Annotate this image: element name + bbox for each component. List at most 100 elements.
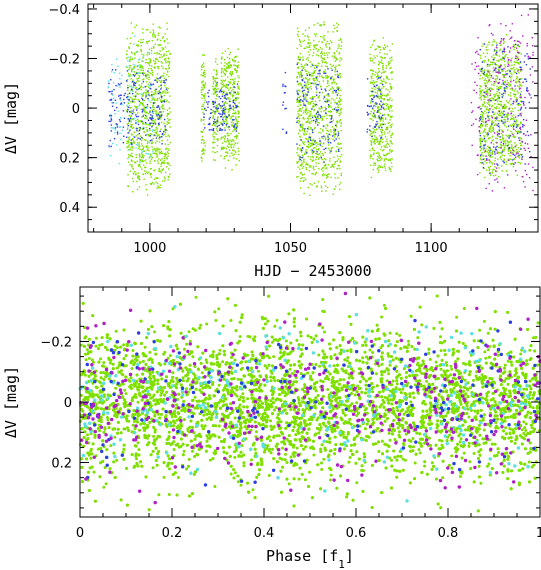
- blue-point: [139, 126, 141, 129]
- green-point: [154, 35, 156, 37]
- cyan-point: [127, 158, 129, 160]
- green-point: [337, 87, 340, 89]
- green-point: [503, 146, 506, 148]
- green-point: [229, 82, 231, 84]
- green-point: [236, 124, 238, 126]
- green-point: [128, 144, 130, 146]
- green-point: [482, 52, 485, 54]
- blue-point: [215, 107, 217, 109]
- green-point: [161, 158, 163, 160]
- blue-point: [157, 78, 159, 80]
- green-point: [145, 29, 148, 31]
- blue-point: [326, 100, 329, 102]
- green-point: [486, 75, 489, 77]
- green-point: [390, 72, 392, 74]
- green-point: [377, 143, 379, 145]
- green-point: [227, 135, 229, 137]
- green-point: [309, 114, 311, 116]
- green-point: [129, 58, 132, 60]
- green-point: [323, 71, 325, 73]
- green-point: [375, 71, 377, 73]
- green-point: [307, 118, 309, 120]
- green-point: [417, 448, 421, 452]
- green-point: [326, 52, 328, 54]
- green-point: [141, 160, 144, 162]
- green-point: [234, 60, 236, 62]
- blue-point: [151, 94, 153, 96]
- green-point: [152, 71, 154, 74]
- green-point: [386, 45, 389, 47]
- green-point: [334, 101, 336, 103]
- blue-point: [222, 109, 224, 111]
- blue-point: [373, 85, 376, 87]
- green-point: [162, 37, 164, 39]
- green-point: [149, 59, 151, 62]
- green-point: [515, 119, 518, 121]
- green-point: [300, 149, 302, 152]
- green-point: [318, 364, 322, 368]
- green-point: [137, 175, 139, 177]
- green-point: [140, 88, 142, 91]
- blue-point: [503, 110, 505, 113]
- blue-point: [502, 82, 504, 84]
- magenta-point: [524, 142, 526, 144]
- green-point: [373, 110, 376, 112]
- green-point: [372, 73, 374, 75]
- green-point: [372, 138, 374, 140]
- green-point: [508, 141, 510, 143]
- green-point: [224, 106, 226, 109]
- blue-point: [152, 117, 154, 119]
- green-point: [334, 68, 337, 71]
- blue-point: [233, 126, 235, 128]
- green-point: [502, 134, 504, 136]
- green-point: [331, 86, 333, 88]
- blue-point: [122, 142, 125, 144]
- blue-point: [132, 92, 134, 95]
- green-point: [145, 146, 147, 148]
- green-point: [381, 93, 383, 95]
- magenta-point: [471, 111, 473, 114]
- green-point: [300, 148, 302, 150]
- green-point: [488, 101, 490, 103]
- green-point: [486, 70, 489, 72]
- blue-point: [481, 61, 484, 63]
- blue-point: [336, 103, 338, 105]
- green-point: [303, 173, 305, 175]
- green-point: [144, 170, 146, 172]
- green-point: [225, 116, 227, 118]
- green-point: [227, 146, 230, 148]
- green-point: [338, 52, 341, 54]
- blue-point: [330, 118, 332, 120]
- green-point: [133, 66, 136, 68]
- green-point: [226, 86, 228, 88]
- green-point: [375, 103, 377, 105]
- blue-point: [142, 115, 144, 117]
- blue-point: [109, 139, 111, 142]
- green-point: [314, 126, 316, 129]
- green-point: [313, 67, 316, 69]
- green-point: [489, 162, 491, 164]
- green-point: [223, 59, 226, 61]
- green-point: [304, 64, 306, 66]
- green-point: [238, 102, 240, 104]
- green-point: [221, 86, 223, 88]
- green-point: [138, 179, 141, 181]
- blue-point: [149, 111, 151, 113]
- green-point: [377, 167, 379, 169]
- green-point: [168, 121, 170, 124]
- green-point: [309, 142, 311, 145]
- green-point: [411, 437, 415, 440]
- green-point: [325, 190, 327, 192]
- green-point: [126, 50, 128, 52]
- green-point: [305, 110, 307, 112]
- magenta-point: [503, 187, 506, 189]
- blue-point: [366, 111, 368, 114]
- green-point: [270, 371, 274, 375]
- green-point: [133, 131, 136, 133]
- green-point: [200, 156, 202, 158]
- green-point: [485, 123, 487, 126]
- green-point: [152, 112, 155, 115]
- green-point: [213, 91, 216, 93]
- green-point: [377, 45, 379, 47]
- blue-point: [504, 90, 506, 93]
